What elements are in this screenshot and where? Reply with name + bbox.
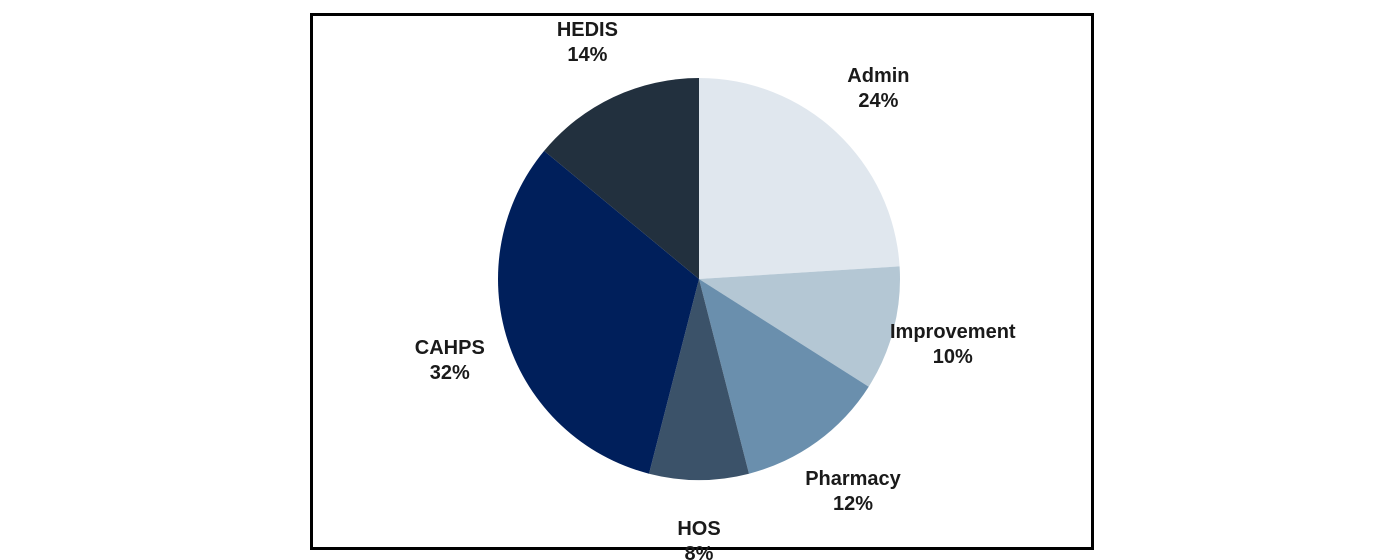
slice-category-label: Admin: [847, 65, 909, 87]
slice-category-label: Pharmacy: [805, 468, 901, 490]
slice-value-label: 8%: [685, 543, 714, 560]
pie-labels: Admin 24% Improvement 10% Pharmacy 12% HOS 8% CA…: [415, 19, 1016, 560]
slice-category-label: Improvement: [890, 321, 1016, 343]
pie-slice-pharmacy: [699, 279, 869, 474]
slice-value-label: 10%: [933, 346, 973, 368]
pie-label-hos: HOS 8%: [677, 518, 720, 560]
slice-value-label: 14%: [567, 44, 607, 66]
slice-value-label: 32%: [430, 362, 470, 384]
pie-label-improvement: Improvement 10%: [890, 321, 1016, 368]
pie-slice-hos: [649, 279, 749, 481]
pie-slice-hedis: [544, 78, 699, 279]
slice-value-label: 12%: [833, 493, 873, 515]
slice-value-label: 24%: [858, 90, 898, 112]
pie-label-pharmacy: Pharmacy 12%: [805, 468, 901, 515]
pie-label-cahps: CAHPS 32%: [415, 337, 485, 384]
pie-slice-improvement: [699, 266, 900, 387]
slice-category-label: CAHPS: [415, 337, 485, 359]
pie-slices: [498, 78, 900, 481]
pie-label-admin: Admin 24%: [847, 65, 909, 112]
pie-slice-admin: [699, 78, 900, 279]
pie-label-hedis: HEDIS 14%: [557, 19, 618, 66]
slice-category-label: HOS: [677, 518, 720, 540]
pie-slice-cahps: [498, 150, 699, 474]
slice-category-label: HEDIS: [557, 19, 618, 41]
